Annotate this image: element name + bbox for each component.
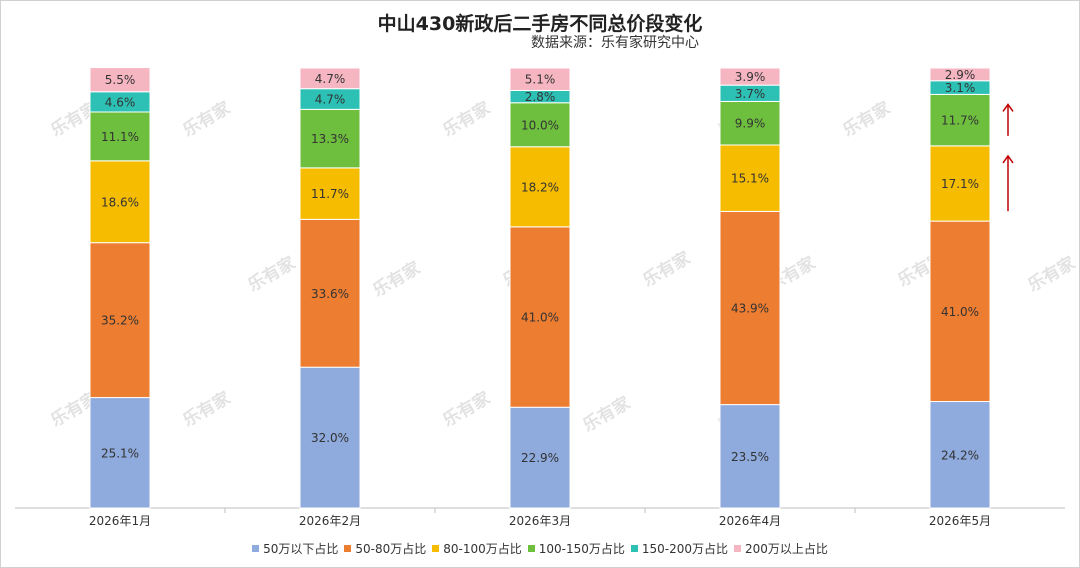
bar-segment — [89, 242, 151, 399]
data-label: 17.1% — [941, 177, 979, 191]
data-label: 23.5% — [731, 450, 769, 464]
bar-segment — [719, 210, 781, 406]
legend-label: 80-100万占比 — [443, 542, 522, 556]
x-tick-label: 2026年3月 — [509, 514, 571, 528]
bar-segment — [929, 220, 991, 403]
legend-item: 100-150万占比 — [527, 540, 625, 557]
data-label: 9.9% — [735, 117, 766, 131]
data-label: 24.2% — [941, 448, 979, 462]
data-label: 25.1% — [101, 446, 139, 460]
legend-swatch — [432, 545, 440, 552]
data-label: 13.3% — [311, 132, 349, 146]
legend-item: 80-100万占比 — [432, 540, 522, 557]
data-label: 5.1% — [525, 73, 556, 87]
legend-swatch — [344, 545, 352, 552]
bar-segment — [89, 67, 151, 93]
data-label: 41.0% — [941, 305, 979, 319]
bar-segment — [509, 226, 571, 408]
x-tick-label: 2026年5月 — [929, 514, 991, 528]
bar-segment — [719, 67, 781, 86]
bar-segment — [299, 108, 361, 169]
data-label: 11.7% — [941, 114, 979, 128]
data-label: 11.1% — [101, 130, 139, 144]
data-label: 35.2% — [101, 314, 139, 328]
annotation-arrow-head — [1002, 154, 1014, 164]
data-label: 41.0% — [521, 311, 559, 325]
bar-segment — [929, 401, 991, 509]
data-label: 43.9% — [731, 302, 769, 316]
bar-segment — [719, 144, 781, 212]
legend-swatch — [630, 545, 638, 552]
data-label: 10.0% — [521, 118, 559, 132]
bar-segment — [299, 218, 361, 368]
data-label: 2.9% — [945, 68, 976, 82]
annotation-arrow-head — [1002, 103, 1014, 112]
bar-segment — [299, 67, 361, 90]
bar-segment — [719, 404, 781, 509]
bar-segment — [299, 366, 361, 509]
x-tick-label: 2026年4月 — [719, 514, 781, 528]
bar-segment — [509, 67, 571, 91]
data-label: 22.9% — [521, 451, 559, 465]
data-label: 33.6% — [311, 287, 349, 301]
legend-item: 200万以上占比 — [734, 540, 828, 557]
bar-segment — [89, 160, 151, 244]
bar-segment — [929, 67, 991, 82]
data-label: 3.9% — [735, 70, 766, 84]
legend-label: 200万以上占比 — [745, 542, 828, 556]
legend-item: 50-80万占比 — [344, 540, 426, 557]
legend-label: 50万以下占比 — [263, 542, 339, 556]
data-label: 4.7% — [315, 93, 346, 107]
data-label: 32.0% — [311, 431, 349, 445]
data-label: 3.1% — [945, 81, 976, 95]
data-label: 15.1% — [731, 172, 769, 186]
data-label: 18.6% — [101, 195, 139, 209]
data-label: 5.5% — [105, 73, 136, 87]
bar-segment — [929, 145, 991, 222]
data-label: 18.2% — [521, 180, 559, 194]
legend-item: 150-200万占比 — [630, 540, 729, 557]
data-label: 4.6% — [105, 95, 136, 109]
chart-title: 中山430新政后二手房不同总价段变化 — [377, 13, 703, 35]
bar-segment — [719, 100, 781, 146]
legend-swatch — [252, 545, 260, 552]
data-label: 2.8% — [525, 90, 556, 104]
legend-label: 150-200万占比 — [641, 542, 729, 556]
legend-swatch — [527, 545, 535, 552]
legend: 50万以下占比 50-80万占比 80-100万占比 100-150万占比 150-20… — [0, 540, 1080, 557]
data-label: 3.7% — [735, 87, 766, 101]
legend-label: 50-80万占比 — [355, 542, 427, 556]
legend-item: 50万以下占比 — [252, 540, 338, 557]
chart-subtitle: 数据来源：乐有家研究中心 — [531, 35, 699, 51]
bar-segment — [89, 111, 151, 162]
bar-segment — [509, 406, 571, 509]
x-tick-label: 2026年2月 — [299, 514, 361, 528]
data-label: 11.7% — [311, 187, 349, 201]
data-label: 4.7% — [315, 72, 346, 86]
x-tick-label: 2026年1月 — [89, 514, 151, 528]
legend-label: 100-150万占比 — [538, 542, 625, 556]
legend-swatch — [734, 545, 742, 552]
